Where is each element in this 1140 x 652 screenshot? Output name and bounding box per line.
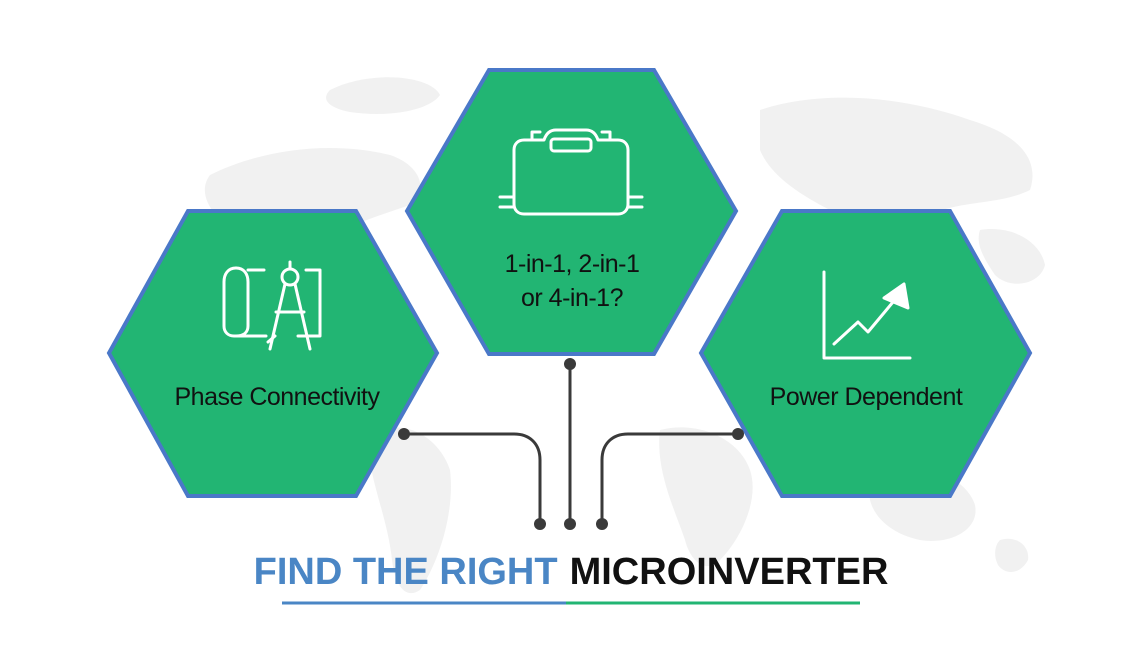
connector-right [596,428,744,530]
hexagon-microinverter-type [404,68,739,356]
hexagon-phase-connectivity [106,209,440,498]
connector-center-start-dot [564,358,576,370]
title-part-black: MICROINVERTER [570,551,889,593]
connector-left-end-dot [534,518,546,530]
label-microinverter-type-line2: or 4-in-1? [521,284,623,312]
connector-center [564,358,576,530]
hexagon-power-dependent [698,209,1033,498]
connector-right-start-dot [732,428,744,440]
rising-chart-arrow-icon [822,270,912,360]
drafting-compass-blueprint-icon [222,260,322,351]
label-microinverter-type-line1: 1-in-1, 2-in-1 [505,250,640,278]
connector-right-end-dot [596,518,608,530]
connector-left-start-dot [398,428,410,440]
connector-left [398,428,546,530]
page-title: FIND THE RIGHT MICROINVERTER [254,551,889,593]
label-phase-connectivity: Phase Connectivity [174,383,380,411]
title-part-blue: FIND THE RIGHT [254,551,558,593]
label-power-dependent: Power Dependent [770,383,963,411]
microinverter-device-icon [498,128,644,216]
connector-center-end-dot [564,518,576,530]
